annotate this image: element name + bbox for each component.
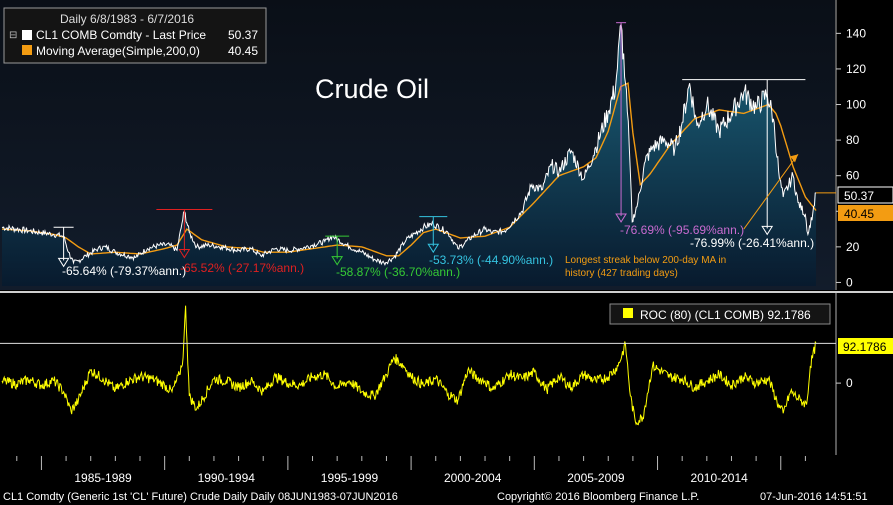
dd-1997-triangle — [331, 256, 344, 266]
legend-collapse-icon[interactable]: ⊟ — [9, 30, 17, 41]
drawdown-annotations — [53, 22, 836, 268]
price-y-tick-label-60: 60 — [846, 169, 860, 183]
roc-series-line — [1, 305, 817, 426]
footer-copyright: Copyright© 2016 Bloomberg Finance L.P. — [497, 491, 699, 503]
price-y-ticks-group: 020406080100120140 — [836, 26, 866, 289]
dd-2014-triangle — [761, 225, 774, 236]
dd-1985-triangle — [57, 257, 70, 268]
price-y-tick-label-140: 140 — [846, 26, 866, 40]
x-axis-background — [0, 455, 893, 486]
dd-1990-triangle — [178, 249, 191, 259]
legend-date-range: Daily 6/8/1983 - 6/7/2016 — [60, 12, 194, 26]
roc-legend-swatch — [623, 308, 633, 318]
legend-series-price: CL1 COMB Comdty - Last Price — [36, 28, 206, 42]
legend-swatch-price — [22, 30, 32, 40]
x-axis-group: 1985-1989 1990-1994 1995-1999 2000-2004 2005… — [16, 456, 806, 485]
legend: Daily 6/8/1983 - 6/7/2016 ⊟ CL1 COMB Com… — [3, 7, 267, 64]
legend-series-price-value: 50.37 — [228, 28, 258, 42]
price-y-tick-label-0: 0 — [846, 275, 853, 289]
last-price-tag: 50.37 — [837, 186, 893, 204]
drawdown-label-1997: -58.87% (-36.70%ann.) — [336, 265, 460, 279]
roc-legend: ROC (80) (CL1 COMB) 92.1786 — [609, 303, 831, 325]
footer-source: CL1 Comdty (Generic 1st 'CL' Future) Cru… — [3, 491, 398, 503]
dd-2008-triangle — [615, 213, 627, 223]
footer-timestamp: 07-Jun-2016 14:51:51 — [760, 491, 868, 503]
streak-note-line2: history (427 trading days) — [565, 268, 678, 279]
roc-y-ticks-group: 0 — [836, 376, 853, 390]
x-tick-label-1995-1999: 1995-1999 — [321, 471, 379, 485]
ma-price-tag-text: 40.45 — [844, 207, 874, 221]
price-y-tick-label-20: 20 — [846, 240, 860, 254]
price-y-tick-label-120: 120 — [846, 62, 866, 76]
price-line-group — [1, 23, 817, 266]
roc-value-tag-text: 92.1786 — [843, 340, 887, 354]
ma-price-tag: 40.45 — [838, 205, 893, 221]
price-series-line — [1, 23, 817, 266]
drawdown-label-2014: -76.99% (-26.41%ann.) — [690, 236, 814, 250]
streak-note-line1: Longest streak below 200-day MA in — [565, 255, 726, 266]
legend-series-ma-value: 40.45 — [228, 44, 258, 58]
drawdown-label-1990: -65.52% (-27.17%ann.) — [180, 261, 304, 275]
legend-swatch-ma — [22, 45, 32, 55]
last-price-tag-text: 50.37 — [844, 189, 874, 203]
roc-legend-label: ROC (80) (CL1 COMB) 92.1786 — [640, 308, 811, 322]
dd-2000-triangle — [427, 243, 440, 254]
x-tick-label-1990-1994: 1990-1994 — [198, 471, 256, 485]
drawdown-label-2008: -76.69% (-95.69%ann.) — [620, 223, 744, 237]
price-area-fill — [2, 24, 816, 286]
streak-arrow-head — [790, 154, 799, 163]
drawdown-label-2000: -53.73% (-44.90%ann.) — [429, 253, 553, 267]
roc-y-tick-label-0: 0 — [846, 376, 853, 390]
roc-line-group — [1, 305, 817, 426]
chart-title: Crude Oil — [315, 74, 429, 104]
roc-value-tag: 92.1786 — [838, 338, 893, 354]
streak-arrow-line — [743, 154, 799, 230]
footer-bar — [0, 487, 893, 505]
price-y-tick-label-80: 80 — [846, 133, 860, 147]
price-area-fill-group — [2, 24, 816, 286]
x-tick-label-1985-1989: 1985-1989 — [74, 471, 132, 485]
price-y-tick-label-100: 100 — [846, 98, 866, 112]
x-tick-label-2005-2009: 2005-2009 — [567, 471, 625, 485]
drawdown-label-1985: -65.64% (-79.37%ann.) — [62, 264, 186, 278]
x-tick-label-2000-2004: 2000-2004 — [444, 471, 502, 485]
x-tick-label-2010-2014: 2010-2014 — [690, 471, 748, 485]
legend-box — [3, 7, 267, 64]
legend-series-ma: Moving Average(Simple,200,0) — [36, 44, 200, 58]
